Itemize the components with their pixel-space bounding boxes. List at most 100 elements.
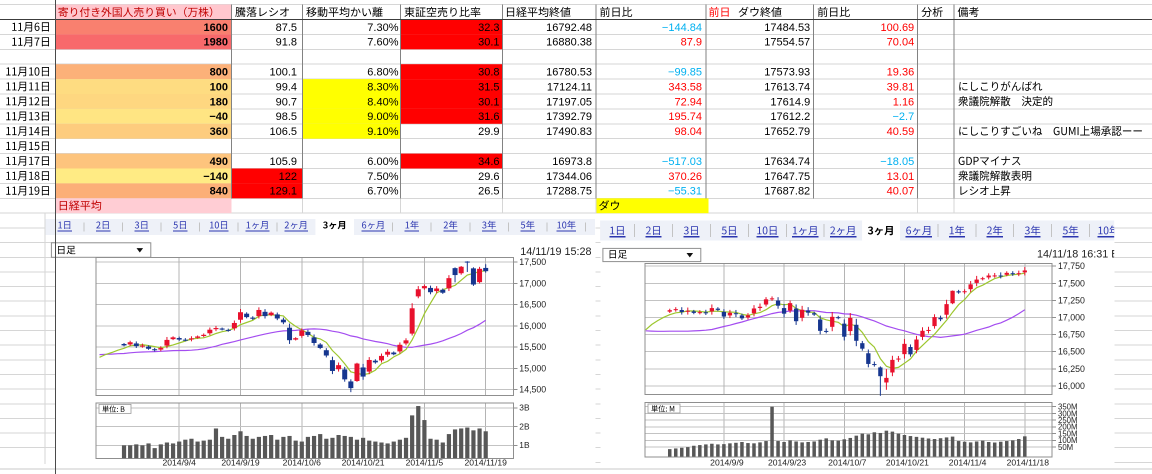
svg-text:1.16: 1.16 [893, 96, 914, 108]
svg-text:14/11/19 15:28: 14/11/19 15:28 [520, 246, 591, 258]
svg-text:1B: 1B [519, 440, 530, 450]
svg-text:800: 800 [210, 67, 228, 79]
svg-text:14,500: 14,500 [519, 385, 546, 395]
svg-text:17288.75: 17288.75 [546, 186, 592, 198]
svg-text:17613.74: 17613.74 [764, 81, 810, 93]
svg-text:6.00%: 6.00% [367, 156, 398, 168]
svg-text:200M: 200M [1058, 423, 1078, 432]
svg-text:34.6: 34.6 [478, 156, 499, 168]
svg-text:8.30%: 8.30% [367, 81, 398, 93]
svg-text:−144.84: −144.84 [662, 22, 702, 34]
svg-text:17,500: 17,500 [519, 257, 546, 267]
svg-text:26.5: 26.5 [478, 186, 499, 198]
svg-text:100M: 100M [1058, 436, 1078, 445]
svg-text:−517.03: −517.03 [662, 156, 702, 168]
svg-text:9.10%: 9.10% [367, 126, 398, 138]
svg-text:16973.8: 16973.8 [552, 156, 592, 168]
svg-text:16,500: 16,500 [519, 300, 546, 310]
svg-text:6.80%: 6.80% [367, 67, 398, 79]
svg-text:40.59: 40.59 [887, 126, 915, 138]
svg-text:90.7: 90.7 [276, 96, 297, 108]
svg-text:17573.93: 17573.93 [764, 67, 810, 79]
svg-text:16792.48: 16792.48 [546, 22, 592, 34]
svg-text:360: 360 [210, 126, 228, 138]
svg-text:14/11/18 16:31 EST: 14/11/18 16:31 EST [1037, 249, 1133, 261]
svg-text:2014/10/21: 2014/10/21 [342, 458, 385, 468]
svg-text:32.3: 32.3 [478, 22, 499, 34]
svg-text:17652.79: 17652.79 [764, 126, 810, 138]
svg-text:7.30%: 7.30% [367, 22, 398, 34]
svg-text:17554.57: 17554.57 [764, 37, 810, 49]
svg-text:7.50%: 7.50% [367, 171, 398, 183]
svg-text:16780.53: 16780.53 [546, 67, 592, 79]
svg-text:2014/11/18: 2014/11/18 [1007, 458, 1050, 468]
svg-text:91.8: 91.8 [276, 37, 297, 49]
svg-text:−40: −40 [209, 111, 228, 123]
svg-text:16880.38: 16880.38 [546, 37, 592, 49]
svg-text:2014/9/9: 2014/9/9 [710, 458, 744, 468]
svg-text:99.4: 99.4 [276, 81, 297, 93]
svg-text:250M: 250M [1058, 416, 1078, 425]
svg-text:2014/11/4: 2014/11/4 [949, 458, 987, 468]
svg-text:370.26: 370.26 [668, 171, 702, 183]
svg-text:29.6: 29.6 [478, 171, 499, 183]
svg-text:9.00%: 9.00% [367, 111, 398, 123]
svg-text:16,000: 16,000 [1058, 381, 1085, 391]
svg-text:2014/9/23: 2014/9/23 [768, 458, 806, 468]
svg-text:30.8: 30.8 [478, 67, 499, 79]
svg-text:15,500: 15,500 [519, 342, 546, 352]
svg-text:72.94: 72.94 [674, 96, 702, 108]
svg-text:15,000: 15,000 [519, 363, 546, 373]
svg-text:343.58: 343.58 [668, 81, 702, 93]
svg-text:−99.85: −99.85 [668, 67, 702, 79]
svg-text:17197.05: 17197.05 [546, 96, 592, 108]
svg-text:195.74: 195.74 [668, 111, 702, 123]
svg-text:2014/11/19: 2014/11/19 [465, 458, 508, 468]
svg-text:17647.75: 17647.75 [764, 171, 810, 183]
svg-text:17612.2: 17612.2 [770, 111, 810, 123]
svg-text:2014/9/4: 2014/9/4 [162, 458, 196, 468]
svg-text:17,500: 17,500 [1058, 278, 1085, 288]
svg-text:7.60%: 7.60% [367, 37, 398, 49]
svg-text:180: 180 [210, 96, 228, 108]
svg-text:40.07: 40.07 [887, 186, 915, 198]
svg-text:50M: 50M [1058, 443, 1073, 452]
svg-text:17490.83: 17490.83 [546, 126, 592, 138]
svg-text:100.1: 100.1 [269, 67, 297, 79]
svg-text:17,000: 17,000 [1058, 313, 1085, 323]
svg-text:150M: 150M [1058, 429, 1078, 438]
svg-text:−18.05: −18.05 [880, 156, 914, 168]
svg-text:122: 122 [279, 171, 297, 183]
svg-text:19.36: 19.36 [887, 67, 915, 79]
svg-text:17687.82: 17687.82 [764, 186, 810, 198]
svg-text:17634.74: 17634.74 [764, 156, 810, 168]
svg-text:16,750: 16,750 [1058, 330, 1085, 340]
svg-text:2014/9/19: 2014/9/19 [221, 458, 259, 468]
svg-text:1600: 1600 [204, 22, 228, 34]
svg-text:1980: 1980 [204, 37, 228, 49]
svg-text:17,750: 17,750 [1058, 261, 1085, 271]
svg-text:300M: 300M [1058, 409, 1078, 418]
svg-text:105.9: 105.9 [269, 156, 297, 168]
svg-text:13.01: 13.01 [887, 171, 915, 183]
svg-text:29.9: 29.9 [478, 126, 499, 138]
svg-text:840: 840 [210, 186, 228, 198]
svg-text:30.1: 30.1 [478, 37, 499, 49]
svg-text:−140: −140 [203, 171, 228, 183]
svg-text:16,250: 16,250 [1058, 364, 1085, 374]
svg-text:17484.53: 17484.53 [764, 22, 810, 34]
svg-text:−55.31: −55.31 [668, 186, 702, 198]
svg-text:490: 490 [210, 156, 228, 168]
svg-text:16,000: 16,000 [519, 321, 546, 331]
svg-text:2B: 2B [519, 421, 530, 431]
svg-text:106.5: 106.5 [269, 126, 297, 138]
svg-text:16,500: 16,500 [1058, 347, 1085, 357]
svg-text:87.5: 87.5 [276, 22, 297, 34]
svg-text:2014/10/6: 2014/10/6 [283, 458, 321, 468]
svg-text:87.9: 87.9 [681, 37, 702, 49]
svg-text:2014/10/21: 2014/10/21 [886, 458, 929, 468]
svg-text:17392.79: 17392.79 [546, 111, 592, 123]
svg-text:17344.06: 17344.06 [546, 171, 592, 183]
svg-text:17,000: 17,000 [519, 278, 546, 288]
svg-text:2014/11/5: 2014/11/5 [406, 458, 444, 468]
